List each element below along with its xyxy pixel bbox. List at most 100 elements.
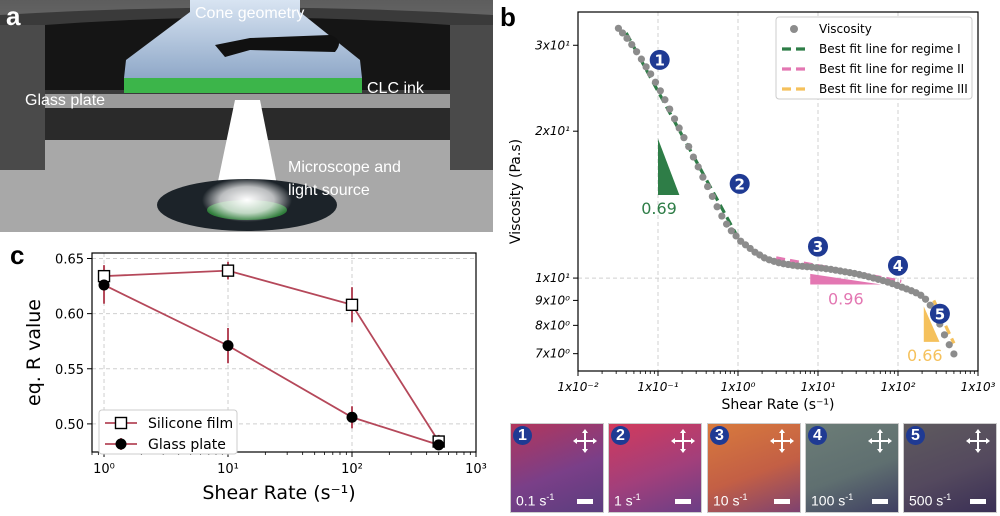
rate-value: 500 s <box>909 493 944 509</box>
x-axis-label: Shear Rate (s⁻¹) <box>722 397 835 413</box>
regime-marker: 1 <box>649 49 670 70</box>
viscosity-chart: 1x10⁻² 1x10⁻¹ 1x10⁰ 1x10¹ 1x10² 1x10³ 3x10¹ 2x1… <box>508 11 996 413</box>
glass-plate-label: Glass plate <box>25 92 106 109</box>
micrograph-thumbnail: 4 100 s-1 <box>805 423 899 513</box>
y-tick-label: 3x10¹ <box>535 38 570 52</box>
viscosity-point <box>917 291 925 299</box>
viscosity-point <box>689 153 697 161</box>
panel-a-label: a <box>6 1 21 31</box>
marker-circle <box>808 236 828 257</box>
crossed-polarizers-icon <box>966 429 990 453</box>
slope-label: 0.66 <box>907 346 943 365</box>
viscosity-point <box>685 142 693 151</box>
panel-c-label: c <box>10 240 25 270</box>
shear-rate-label: 0.1 s-1 <box>516 492 554 509</box>
x-tick-label: 10⁰ <box>93 462 115 477</box>
marker-number: 4 <box>893 257 903 275</box>
marker-number: 5 <box>935 305 945 323</box>
slope-triangle <box>923 306 940 342</box>
data-point-square <box>221 264 235 277</box>
legend-label: Glass plate <box>148 437 226 453</box>
y-tick-label: 0.55 <box>55 363 84 378</box>
slope-triangle <box>810 273 882 285</box>
crossed-polarizers-icon <box>770 429 794 453</box>
x-axis-label: Shear Rate (s⁻¹) <box>202 482 355 504</box>
x-tick-label: 1x10⁻¹ <box>637 380 678 394</box>
scale-bar <box>774 499 790 504</box>
marker-circle <box>888 255 908 276</box>
eq-r-value-chart: 10⁰ 10¹ 10² 10³ 0.50 0.55 0.60 0.65 Shear Rate (… <box>23 252 487 504</box>
data-point-circle <box>98 279 110 291</box>
rate-exponent: -1 <box>546 492 555 503</box>
marker-number: 1 <box>654 51 664 69</box>
regime-marker: 5 <box>929 303 950 324</box>
plot-frame <box>91 252 477 453</box>
scale-bar <box>872 499 888 504</box>
crossed-polarizers-icon <box>868 429 892 453</box>
right-pillar <box>450 25 493 170</box>
viscosity-point <box>642 63 650 71</box>
viscosity-point <box>732 232 740 240</box>
viscosity-point <box>656 87 664 95</box>
y-tick-label: 9x10⁰ <box>535 293 570 307</box>
y-tick-label: 2x10¹ <box>535 124 570 138</box>
legend-swatch-point <box>790 25 798 33</box>
legend: Silicone film Glass plate <box>98 409 238 455</box>
light-source-glow <box>202 178 292 222</box>
rate-value: 1 s <box>614 493 633 509</box>
slope-triangle <box>658 138 680 195</box>
rheometer-illustration <box>0 0 493 232</box>
panel-a-illustration: a Cone geometry CLC ink Glass plate Micr… <box>0 0 493 232</box>
thumbnail-number: 4 <box>808 426 827 445</box>
marker-number: 3 <box>813 238 823 256</box>
legend-box <box>775 16 973 100</box>
x-tick-label: 10¹ <box>217 462 239 477</box>
clc-ink-label: CLC ink <box>367 80 424 97</box>
micrograph-thumbnail: 1 0.1 s-1 <box>510 423 604 513</box>
data-point-circle <box>433 439 445 451</box>
viscosity-point <box>675 124 683 132</box>
y-axis-label: Viscosity (Pa.s) <box>508 139 524 244</box>
viscosity-point <box>727 227 735 235</box>
legend-label: Silicone film <box>148 416 233 432</box>
x-tick-label: 1x10⁰ <box>721 380 756 394</box>
crossed-polarizers-icon <box>573 429 597 453</box>
micrograph-thumbnail: 3 10 s-1 <box>707 423 801 513</box>
rotation-arrow-icon <box>215 35 339 57</box>
legend-marker-square <box>114 416 128 430</box>
viscosity-point <box>614 24 623 32</box>
legend-label: Viscosity <box>819 22 872 36</box>
viscosity-point <box>945 341 953 349</box>
y-axis-label: eq. R value <box>23 299 45 406</box>
shear-rate-label: 500 s-1 <box>909 492 951 509</box>
marker-circle <box>649 49 670 70</box>
viscosity-point <box>722 220 731 228</box>
viscosity-point <box>670 115 679 123</box>
viscosity-point <box>666 105 674 113</box>
micrograph-thumbnail: 2 1 s-1 <box>608 423 702 513</box>
viscosity-point <box>718 212 726 220</box>
viscosity-point <box>632 48 641 56</box>
x-tick-label: 1x10¹ <box>801 380 836 394</box>
rate-exponent: -1 <box>845 492 854 503</box>
data-point-circle <box>222 340 234 352</box>
x-tick-label: 10² <box>341 462 363 477</box>
y-tick-label: 1x10¹ <box>535 271 570 285</box>
viscosity-point <box>950 350 958 358</box>
legend: Viscosity Best fit line for regime I Best … <box>775 16 973 100</box>
viscosity-point <box>637 55 645 63</box>
legend-box <box>98 409 238 455</box>
shear-rate-label: 10 s-1 <box>713 492 747 509</box>
shear-rate-label: 100 s-1 <box>811 492 853 509</box>
viscosity-point <box>618 29 627 37</box>
viscosity-point <box>694 163 702 171</box>
viscosity-point <box>680 134 688 142</box>
rate-value: 10 s <box>713 493 740 509</box>
data-point-circle <box>346 411 358 423</box>
marker-number: 2 <box>734 175 744 193</box>
rate-value: 0.1 s <box>516 493 547 509</box>
regime-marker: 2 <box>729 173 750 194</box>
viscosity-point <box>699 173 707 181</box>
scale-bar <box>970 499 986 504</box>
microscope-label-line1: Microscope and <box>288 159 401 176</box>
